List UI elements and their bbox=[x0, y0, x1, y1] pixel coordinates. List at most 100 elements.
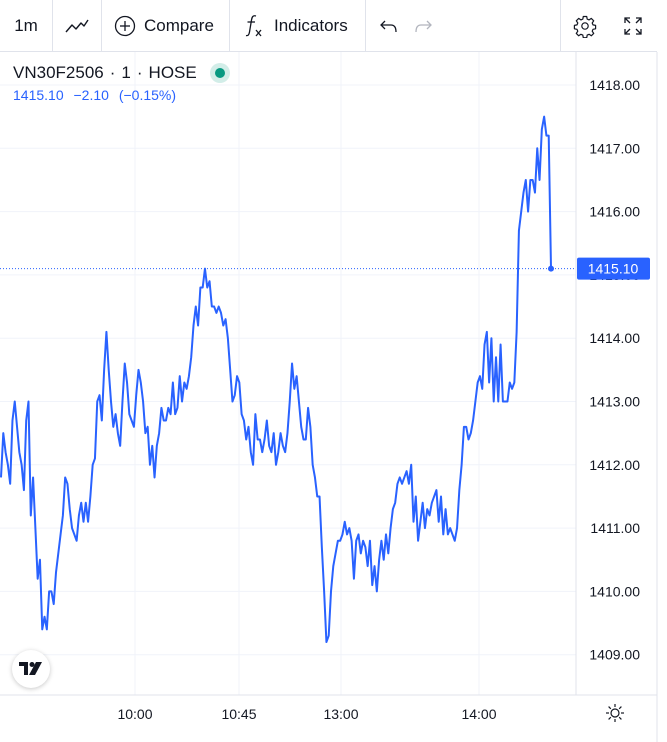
data-point bbox=[376, 591, 377, 592]
data-point bbox=[351, 540, 352, 541]
symbol-legend[interactable]: VN30F2506 · 1 · HOSE 1415.10 −2.10 (−0.1… bbox=[13, 63, 225, 103]
data-point bbox=[46, 629, 47, 630]
data-point bbox=[90, 496, 91, 497]
data-point bbox=[424, 528, 425, 529]
compare-button[interactable]: Compare bbox=[102, 0, 229, 52]
settings-button[interactable] bbox=[561, 0, 609, 52]
time-axis[interactable]: 10:00 10:45 13:00 14:00 bbox=[117, 706, 496, 722]
data-point bbox=[35, 528, 36, 529]
data-point bbox=[252, 464, 253, 465]
price-tick-label: 1417.00 bbox=[589, 140, 640, 156]
data-point bbox=[530, 179, 531, 180]
time-tick-label: 14:00 bbox=[461, 706, 496, 722]
data-point bbox=[42, 629, 43, 630]
data-point bbox=[243, 420, 244, 421]
data-point bbox=[186, 388, 187, 389]
data-point bbox=[287, 433, 288, 434]
data-point bbox=[184, 382, 185, 383]
data-point bbox=[28, 401, 29, 402]
data-point bbox=[365, 546, 366, 547]
data-point bbox=[172, 382, 173, 383]
data-point bbox=[193, 325, 194, 326]
data-point bbox=[21, 464, 22, 465]
data-point bbox=[427, 509, 428, 510]
data-point bbox=[76, 540, 77, 541]
toolbar-divider bbox=[229, 0, 230, 52]
data-point bbox=[395, 502, 396, 503]
data-point bbox=[55, 572, 56, 573]
data-point bbox=[246, 439, 247, 440]
data-point bbox=[248, 426, 249, 427]
data-point bbox=[392, 509, 393, 510]
data-point bbox=[78, 515, 79, 516]
data-point bbox=[65, 477, 66, 478]
price-tick-label: 1413.00 bbox=[589, 394, 640, 410]
data-point bbox=[319, 496, 320, 497]
data-point bbox=[511, 388, 512, 389]
data-point bbox=[161, 407, 162, 408]
redo-button[interactable] bbox=[406, 0, 440, 52]
last-price-label: 1415.10 bbox=[577, 257, 650, 280]
undo-button[interactable] bbox=[372, 0, 406, 52]
data-point bbox=[49, 591, 50, 592]
data-point bbox=[372, 584, 373, 585]
tradingview-logo[interactable] bbox=[12, 650, 50, 688]
legend-separator: · bbox=[136, 63, 143, 82]
data-point bbox=[436, 490, 437, 491]
fullscreen-icon bbox=[624, 16, 642, 35]
data-point bbox=[548, 135, 549, 136]
data-point bbox=[51, 591, 52, 592]
chart-type-button[interactable] bbox=[53, 0, 101, 52]
data-point bbox=[385, 534, 386, 535]
data-point bbox=[381, 540, 382, 541]
data-point bbox=[7, 464, 8, 465]
indicators-button[interactable]: Indicators bbox=[230, 0, 365, 52]
axis-settings-button[interactable] bbox=[602, 700, 628, 726]
price-axis[interactable]: 1418.001417.001416.001415.001414.001413.… bbox=[589, 77, 640, 663]
fullscreen-button[interactable] bbox=[609, 0, 657, 52]
data-point bbox=[58, 553, 59, 554]
data-point bbox=[271, 452, 272, 453]
data-point bbox=[255, 414, 256, 415]
toolbar-divider bbox=[101, 0, 102, 52]
data-point bbox=[0, 477, 1, 478]
data-point bbox=[225, 319, 226, 320]
data-point bbox=[296, 376, 297, 377]
interval-label: 1m bbox=[14, 15, 38, 35]
data-point bbox=[129, 414, 130, 415]
time-tick-label: 10:45 bbox=[221, 706, 256, 722]
data-point bbox=[342, 534, 343, 535]
data-point bbox=[101, 420, 102, 421]
data-point bbox=[358, 534, 359, 535]
last-price-label-bg bbox=[577, 257, 650, 280]
data-point bbox=[87, 521, 88, 522]
data-point bbox=[337, 540, 338, 541]
data-point bbox=[440, 496, 441, 497]
interval-button[interactable]: 1m bbox=[0, 0, 52, 52]
data-point bbox=[97, 401, 98, 402]
data-point bbox=[397, 483, 398, 484]
data-point bbox=[106, 331, 107, 332]
data-point bbox=[30, 515, 31, 516]
data-point bbox=[452, 534, 453, 535]
price-chart[interactable]: 1418.001417.001416.001415.001414.001413.… bbox=[0, 52, 667, 742]
data-point bbox=[539, 179, 540, 180]
data-point bbox=[104, 369, 105, 370]
data-point bbox=[152, 445, 153, 446]
data-point bbox=[532, 179, 533, 180]
data-point bbox=[149, 464, 150, 465]
data-point bbox=[466, 426, 467, 427]
data-point bbox=[115, 414, 116, 415]
data-point bbox=[204, 268, 205, 269]
data-point bbox=[335, 553, 336, 554]
data-point bbox=[142, 401, 143, 402]
data-point bbox=[216, 312, 217, 313]
data-point bbox=[191, 357, 192, 358]
data-point bbox=[502, 401, 503, 402]
price-tick-label: 1409.00 bbox=[589, 647, 640, 663]
data-point bbox=[401, 483, 402, 484]
data-point bbox=[120, 445, 121, 446]
data-point bbox=[489, 382, 490, 383]
data-point bbox=[67, 483, 68, 484]
data-point bbox=[459, 490, 460, 491]
